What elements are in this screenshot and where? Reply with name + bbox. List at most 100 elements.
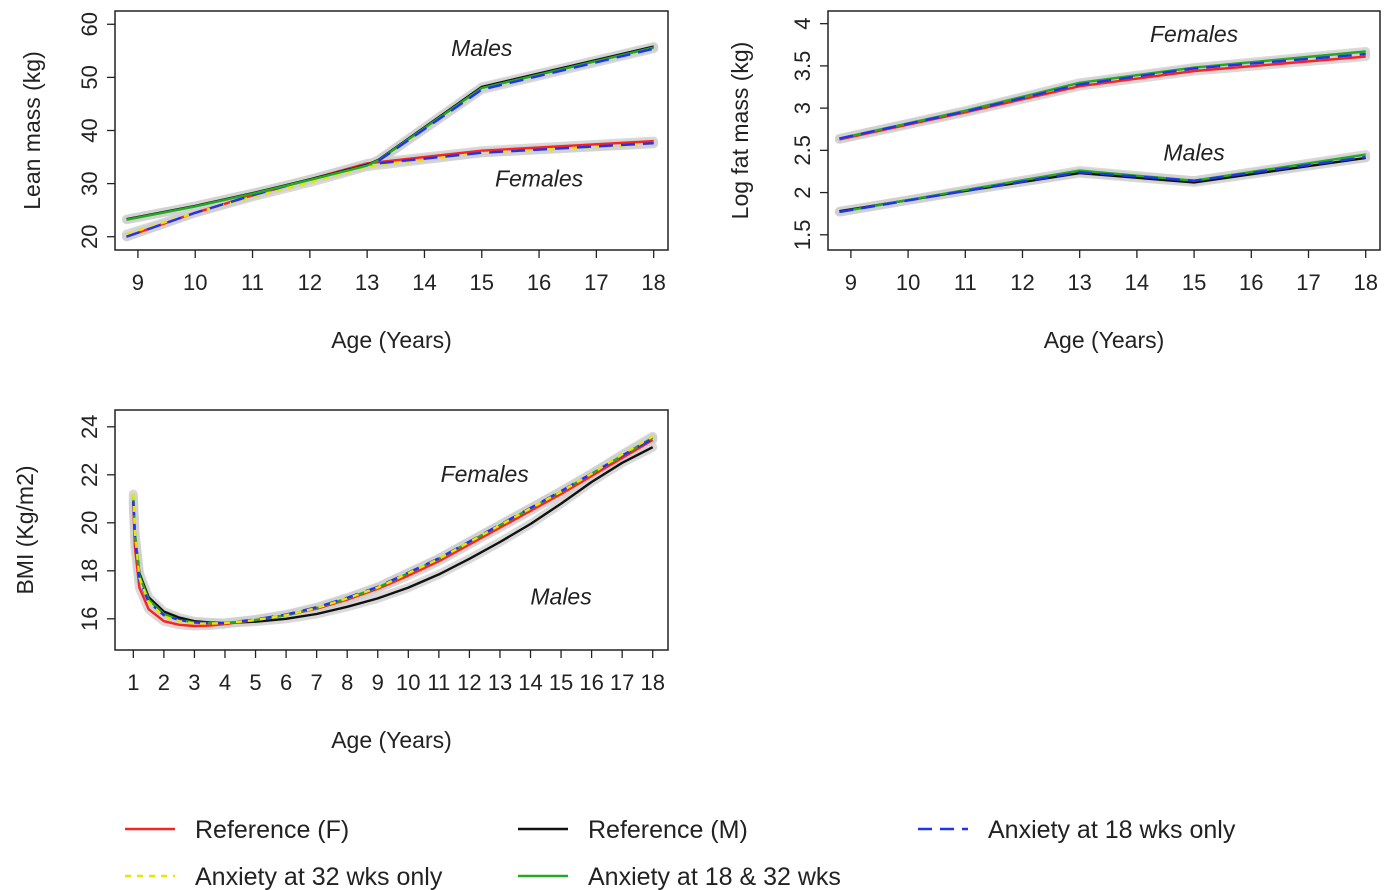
- series-line-anxiety-at-18-wks-only: [839, 52, 1366, 140]
- x-tick-label: 16: [1239, 270, 1263, 295]
- x-tick-label: 11: [427, 670, 450, 695]
- x-tick-label: 7: [311, 670, 323, 695]
- x-tick-label: 11: [954, 270, 977, 295]
- plot-frame: [827, 10, 1381, 251]
- series-line-anxiety-at-18-32-wks: [839, 50, 1366, 140]
- plot-frame: [114, 409, 669, 651]
- y-tick-label: 4: [790, 18, 815, 30]
- x-tick-label: 5: [249, 670, 261, 695]
- y-tick-label: 24: [77, 415, 102, 439]
- x-tick-label: 9: [372, 670, 384, 695]
- annotation-males: Males: [1163, 139, 1225, 165]
- x-tick-label: 15: [1182, 270, 1206, 295]
- annotation-females: Females: [495, 165, 584, 191]
- legend-item-anxiety-at-18-wks-only: Anxiety at 18 wks only: [918, 816, 1236, 844]
- y-axis-title: BMI (Kg/m2): [12, 465, 38, 594]
- y-tick-label: 18: [77, 559, 102, 583]
- y-axis-title: Lean mass (kg): [19, 51, 45, 210]
- legend-label: Anxiety at 18 wks only: [988, 816, 1236, 844]
- annotation-females: Females: [441, 461, 530, 487]
- annotation-females: Females: [1150, 21, 1239, 47]
- x-tick-label: 9: [845, 270, 857, 295]
- y-tick-label: 40: [77, 118, 102, 142]
- x-tick-label: 13: [355, 270, 379, 295]
- x-tick-label: 18: [640, 670, 664, 695]
- x-tick-label: 2: [158, 670, 170, 695]
- series-line-reference-f: [839, 55, 1366, 141]
- y-tick-label: 20: [77, 511, 102, 535]
- x-tick-label: 11: [241, 270, 264, 295]
- chart-panel-1: 9 10 11 12 13 14 15 16 17 18 20 30 40 50 60 Age (Years)…: [19, 10, 669, 353]
- y-tick-label: 20: [77, 224, 102, 248]
- x-tick-label: 15: [549, 670, 573, 695]
- chart-panel-3: 1 2 3 4 5 6 7 8 9 10 11 12 13 14 15 16 17 181618202224Age…: [12, 409, 669, 753]
- y-tick-label: 16: [77, 607, 102, 631]
- x-axis-title: Age (Years): [331, 727, 452, 753]
- series-band-reference-m: [122, 42, 659, 224]
- x-tick-label: 12: [298, 270, 322, 295]
- legend-item-reference-f: Reference (F): [125, 816, 349, 844]
- y-tick-label: 50: [77, 65, 102, 89]
- x-tick-label: 18: [641, 270, 665, 295]
- legend-item-anxiety-at-32-wks-only: Anxiety at 32 wks only: [125, 863, 443, 890]
- x-tick-label: 1: [127, 670, 139, 695]
- y-tick-label: 1.5: [790, 220, 815, 251]
- series-line-anxiety-at-18-32-wks: [132, 436, 654, 625]
- x-tick-label: 15: [470, 270, 494, 295]
- y-tick-label: 2: [790, 186, 815, 198]
- series-line-reference-m: [126, 45, 654, 221]
- series-band-anxiety-at-18-wks-only: [834, 152, 1371, 217]
- series-line-anxiety-at-18-32-wks: [126, 46, 654, 221]
- y-tick-label: 30: [77, 171, 102, 195]
- x-tick-label: 8: [341, 670, 353, 695]
- legend-label: Reference (F): [195, 816, 349, 844]
- annotation-males: Males: [530, 583, 592, 609]
- legend-item-anxiety-at-18-32-wks: Anxiety at 18 & 32 wks: [518, 863, 841, 890]
- series-line-anxiety-at-18-wks-only: [126, 142, 654, 238]
- x-tick-label: 16: [579, 670, 603, 695]
- series-line-reference-m: [132, 446, 654, 625]
- annotation-males: Males: [451, 35, 513, 61]
- x-tick-label: 9: [132, 270, 144, 295]
- x-tick-label: 17: [610, 670, 634, 695]
- legend-label: Anxiety at 32 wks only: [195, 863, 443, 890]
- x-tick-label: 10: [396, 670, 420, 695]
- x-tick-label: 4: [219, 670, 231, 695]
- x-tick-label: 13: [1067, 270, 1091, 295]
- y-tick-label: 2.5: [790, 135, 815, 166]
- legend-item-reference-m: Reference (M): [518, 816, 748, 844]
- y-tick-label: 3.5: [790, 51, 815, 82]
- series-line-anxiety-at-32-wks-only: [132, 435, 654, 625]
- chart-panel-2: 9 10 11 12 13 14 15 16 17 18 1.5 2 2.5 3 3.5 4 Age (Year…: [727, 10, 1381, 353]
- series-line-anxiety-at-32-wks-only: [126, 142, 654, 236]
- legend-label: Reference (M): [588, 816, 748, 844]
- x-tick-label: 3: [188, 670, 200, 695]
- x-tick-label: 10: [183, 270, 207, 295]
- x-tick-label: 14: [518, 670, 542, 695]
- y-tick-label: 3: [790, 102, 815, 114]
- x-tick-label: 6: [280, 670, 292, 695]
- x-tick-label: 17: [584, 270, 608, 295]
- series-band-anxiety-at-18-32-wks: [122, 43, 659, 225]
- x-tick-label: 17: [1296, 270, 1320, 295]
- x-tick-label: 14: [412, 270, 436, 295]
- legend-label: Anxiety at 18 & 32 wks: [588, 863, 841, 890]
- x-tick-label: 18: [1353, 270, 1377, 295]
- y-tick-label: 22: [77, 463, 102, 487]
- y-tick-label: 60: [77, 12, 102, 36]
- y-axis-title: Log fat mass (kg): [727, 42, 753, 220]
- x-tick-label: 16: [527, 270, 551, 295]
- x-tick-label: 14: [1125, 270, 1149, 295]
- x-tick-label: 13: [488, 670, 512, 695]
- series-band-anxiety-at-18-32-wks: [834, 150, 1371, 217]
- series-band-reference-f: [834, 52, 1371, 144]
- series-line-anxiety-at-18-32-wks: [839, 153, 1366, 214]
- series-line-anxiety-at-18-wks-only: [377, 47, 654, 162]
- x-axis-title: Age (Years): [1044, 327, 1165, 353]
- x-tick-label: 10: [896, 270, 920, 295]
- legend: Reference (F) Reference (M) Anxiety at 18 …: [125, 816, 1236, 890]
- x-tick-label: 12: [457, 670, 481, 695]
- series-line-anxiety-at-18-wks-only: [839, 155, 1366, 214]
